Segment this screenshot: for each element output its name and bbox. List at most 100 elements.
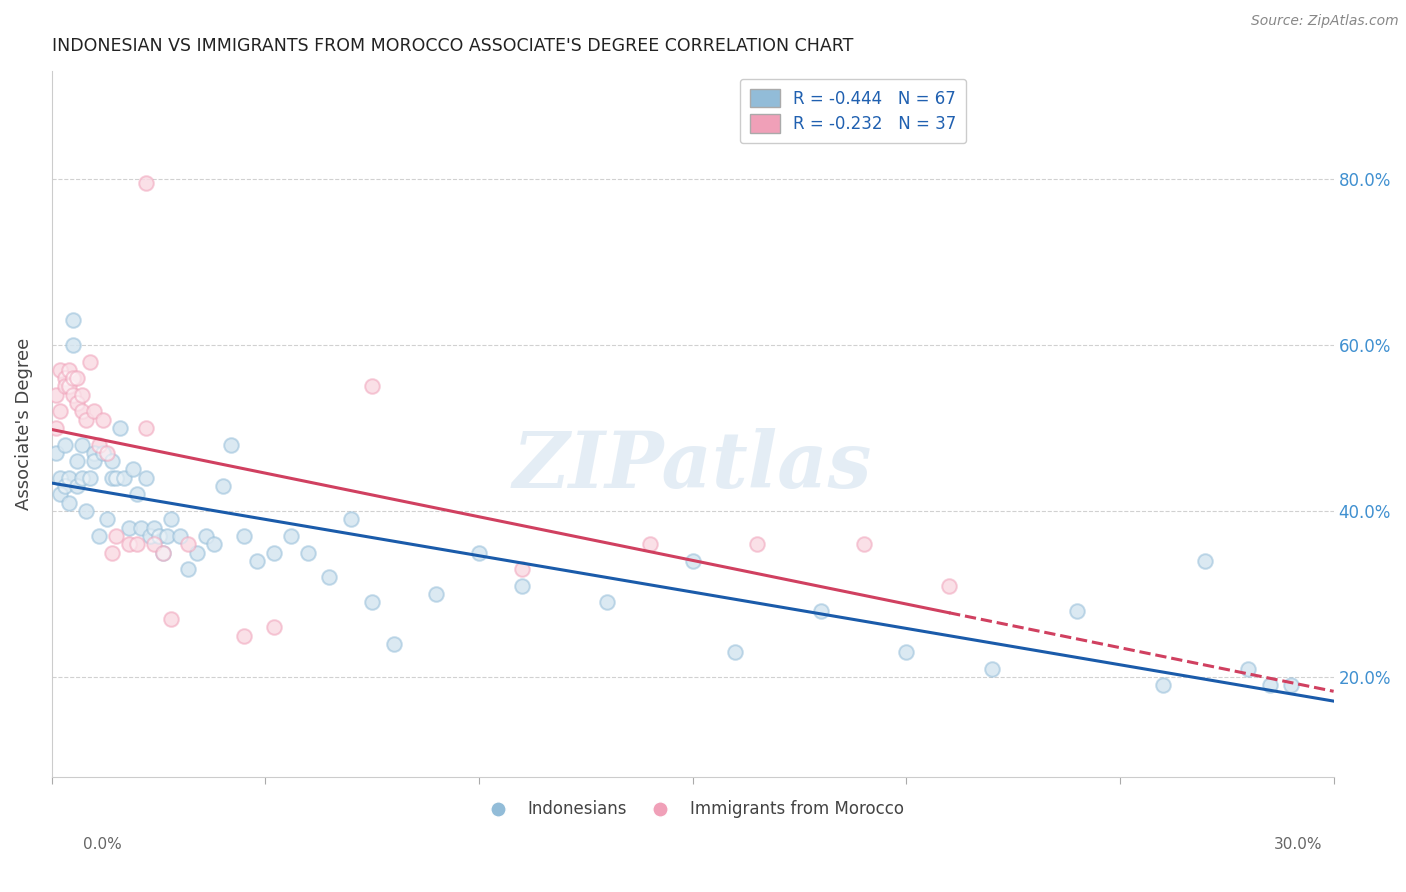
Point [131,521,153,535]
Point [49,404,72,418]
Point [66,396,89,410]
Point [58,379,80,393]
Point [70,404,93,418]
Point [58,471,80,485]
Point [156,529,179,543]
Point [58,379,80,393]
Point [202,537,225,551]
Point [202,537,225,551]
Point [160,612,183,626]
Point [83,404,105,418]
Point [211,479,233,493]
Point [135,471,157,485]
Point [122,462,145,476]
Point [66,479,89,493]
Point [152,545,174,559]
Point [104,471,127,485]
Point [75,504,97,518]
Point [49,363,72,377]
Point [118,537,141,551]
Point [135,176,157,190]
Point [297,545,319,559]
Point [980,662,1002,676]
Point [1237,662,1260,676]
Point [510,579,533,593]
Point [1237,662,1260,676]
Point [87,437,110,451]
Point [810,604,832,618]
Point [96,512,118,526]
Point [1258,678,1281,692]
Point [152,545,174,559]
Point [79,471,101,485]
Point [53,479,76,493]
Point [87,437,110,451]
Point [104,529,127,543]
Point [219,437,242,451]
Point [510,579,533,593]
Point [70,437,93,451]
Point [49,363,72,377]
Point [70,388,93,402]
Point [58,496,80,510]
Point [745,537,768,551]
Point [361,379,384,393]
Point [100,471,122,485]
Point [66,396,89,410]
Point [160,512,183,526]
Point [45,421,67,435]
Point [169,529,191,543]
Point [852,537,875,551]
Point [896,645,918,659]
Point [53,379,76,393]
Point [510,562,533,576]
Point [96,446,118,460]
Point [233,529,256,543]
Point [143,521,166,535]
Point [1152,678,1174,692]
Point [156,529,179,543]
Point [263,620,285,634]
Point [62,313,84,327]
Point [62,313,84,327]
Point [49,487,72,501]
Point [143,521,166,535]
Point [152,545,174,559]
Point [233,629,256,643]
Point [263,545,285,559]
Point [852,537,875,551]
Point [45,388,67,402]
Point [211,479,233,493]
Point [118,521,141,535]
Point [896,645,918,659]
Point [596,595,619,609]
Point [75,412,97,426]
Point [425,587,447,601]
Point [53,371,76,385]
Point [246,554,269,568]
Point [361,379,384,393]
Point [152,545,174,559]
Point [53,437,76,451]
Point [91,446,114,460]
Point [53,479,76,493]
Point [66,454,89,468]
Point [318,570,340,584]
Point [66,479,89,493]
Y-axis label: Associate's Degree: Associate's Degree [15,338,32,510]
Point [100,471,122,485]
Point [340,512,363,526]
Text: Source: ZipAtlas.com: Source: ZipAtlas.com [1251,14,1399,28]
Point [70,388,93,402]
Point [83,446,105,460]
Point [127,537,149,551]
Point [49,404,72,418]
Point [53,379,76,393]
Point [83,454,105,468]
Point [118,521,141,535]
Point [724,645,747,659]
Point [724,645,747,659]
Text: 30.0%: 30.0% [1274,838,1322,852]
Point [58,363,80,377]
Point [62,338,84,352]
